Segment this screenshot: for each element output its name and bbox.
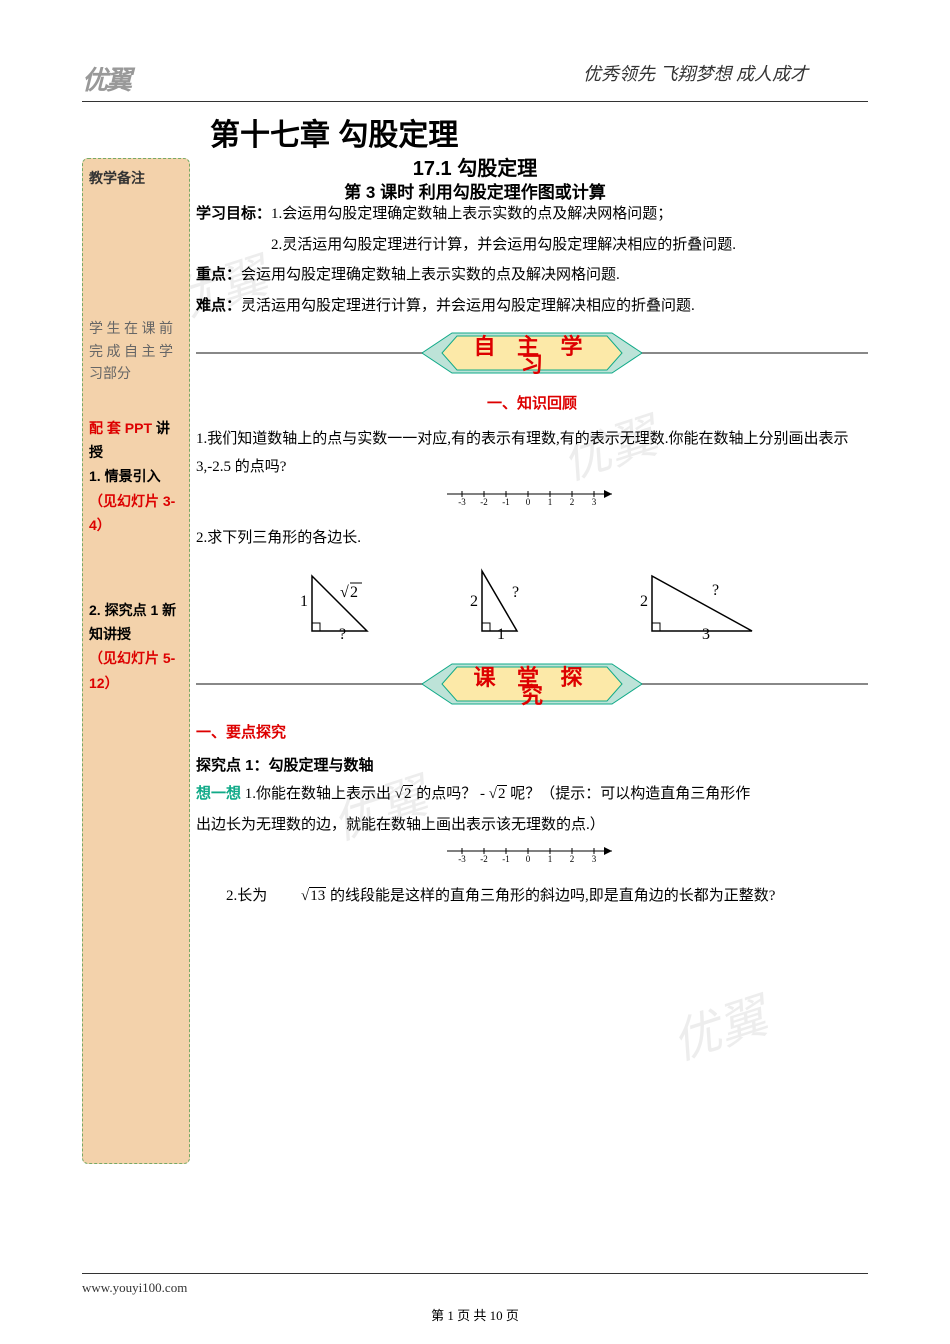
- svg-text:2: 2: [350, 584, 358, 601]
- header-motto: 优秀领先 飞翔梦想 成人成才: [583, 60, 808, 86]
- svg-text:3: 3: [592, 497, 597, 506]
- watermark: 优翼: [662, 977, 775, 1073]
- explore-sub: 探究点 1：勾股定理与数轴: [196, 752, 868, 781]
- svg-text:2: 2: [570, 497, 575, 506]
- sqrt-13: 13: [271, 882, 326, 911]
- svg-text:-2: -2: [480, 497, 488, 506]
- svg-text:0: 0: [526, 854, 531, 863]
- think-1: 想一想 1.你能在数轴上表示出 2 的点吗？ - 2 呢？（提示：可以构造直角三…: [196, 780, 868, 809]
- keypoint-text: 会运用勾股定理确定数轴上表示实数的点及解决网格问题.: [241, 267, 620, 283]
- neg-sqrt-2: 2: [489, 780, 507, 809]
- think-2: 2.长为 13 的线段能是这样的直角三角形的斜边吗,即是直角边的长都为正整数?: [196, 882, 868, 911]
- sidebar-item2-block: 2. 探究点 1 新知讲授 （见幻灯片 5-12）: [89, 599, 183, 697]
- sidebar-item2: 2. 探究点 1 新知讲授: [89, 602, 176, 642]
- sidebar-item2-ref: （见幻灯片 5-12）: [89, 650, 175, 690]
- numberline-1: -3 -2 -1 0 1 2 3: [196, 484, 868, 517]
- main-content: 学习目标：1.会运用勾股定理确定数轴上表示实数的点及解决网格问题； 2.灵活运用…: [196, 200, 868, 912]
- explore-head: 一、要点探究: [196, 719, 868, 748]
- svg-text:1: 1: [548, 854, 553, 863]
- triangle-2: 2 1 ?: [462, 561, 572, 652]
- sidebar: 教学备注 学 生 在 课 前 完 成 自 主 学 习部分 配 套 PPT 讲 授…: [82, 158, 190, 1164]
- think-1-cont: 出边长为无理数的边，就能在数轴上画出表示该无理数的点.）: [196, 811, 868, 840]
- page-footer: www.youyi100.com: [82, 1273, 868, 1296]
- ppt-label: 配 套 PPT: [89, 420, 156, 436]
- triangle-1: 1 ? √2: [292, 561, 402, 652]
- banner-self-study-sub: 习: [422, 354, 642, 376]
- footer-url: www.youyi100.com: [82, 1280, 187, 1295]
- svg-text:√: √: [340, 584, 349, 601]
- svg-text:?: ?: [339, 626, 346, 641]
- self-study-banner: 自 主 学习: [196, 324, 868, 384]
- svg-text:?: ?: [512, 584, 519, 601]
- svg-text:3: 3: [592, 854, 597, 863]
- review-q2: 2.求下列三角形的各边长.: [196, 524, 868, 553]
- goal-2: 2.灵活运用勾股定理进行计算，并会运用勾股定理解决相应的折叠问题.: [196, 231, 868, 260]
- svg-text:1: 1: [548, 497, 553, 506]
- svg-text:2: 2: [570, 854, 575, 863]
- triangles-row: 1 ? √2 2 1 ? 2 3 ?: [196, 561, 868, 652]
- classroom-banner: 课 堂 探究: [196, 655, 868, 715]
- goals-label: 学习目标：: [196, 205, 271, 222]
- review-head: 一、知识回顾: [196, 390, 868, 419]
- svg-text:-3: -3: [458, 854, 466, 863]
- sidebar-note: 学 生 在 课 前 完 成 自 主 学 习部分: [89, 319, 183, 386]
- svg-text:2: 2: [640, 593, 648, 610]
- banner-classroom-sub: 究: [422, 685, 642, 707]
- svg-text:-3: -3: [458, 497, 466, 506]
- svg-text:3: 3: [702, 626, 710, 641]
- page-header: 优翼 优秀领先 飞翔梦想 成人成才: [82, 60, 868, 102]
- sidebar-item1: 1. 情景引入: [89, 468, 161, 484]
- sidebar-title: 教学备注: [89, 167, 183, 189]
- sidebar-item1-ref: （见幻灯片 3-4）: [89, 493, 175, 533]
- sidebar-ppt: 配 套 PPT 讲 授 1. 情景引入 （见幻灯片 3-4）: [89, 417, 183, 539]
- logo: 优翼: [82, 66, 130, 95]
- review-q1: 1.我们知道数轴上的点与实数一一对应,有的表示有理数,有的表示无理数.你能在数轴…: [196, 425, 868, 482]
- svg-text:1: 1: [497, 626, 505, 641]
- svg-text:?: ?: [712, 582, 719, 599]
- sqrt-2: 2: [395, 780, 413, 809]
- diffpoint-label: 难点：: [196, 297, 241, 314]
- numberline-2: -3 -2 -1 0 1 2 3: [196, 841, 868, 874]
- svg-text:2: 2: [470, 593, 478, 610]
- diffpoint-text: 灵活运用勾股定理进行计算，并会运用勾股定理解决相应的折叠问题.: [241, 298, 695, 314]
- chapter-title: 第十七章 勾股定理: [210, 110, 458, 154]
- svg-text:0: 0: [526, 497, 531, 506]
- goal-1: 1.会运用勾股定理确定数轴上表示实数的点及解决网格问题；: [271, 206, 672, 222]
- page-number: 第 1 页 共 10 页: [0, 1305, 950, 1324]
- think-label: 想一想: [196, 785, 241, 802]
- svg-text:-2: -2: [480, 854, 488, 863]
- keypoint-label: 重点：: [196, 266, 241, 283]
- svg-text:-1: -1: [502, 497, 510, 506]
- svg-text:-1: -1: [502, 854, 510, 863]
- triangle-3: 2 3 ?: [632, 561, 772, 652]
- svg-text:1: 1: [300, 593, 308, 610]
